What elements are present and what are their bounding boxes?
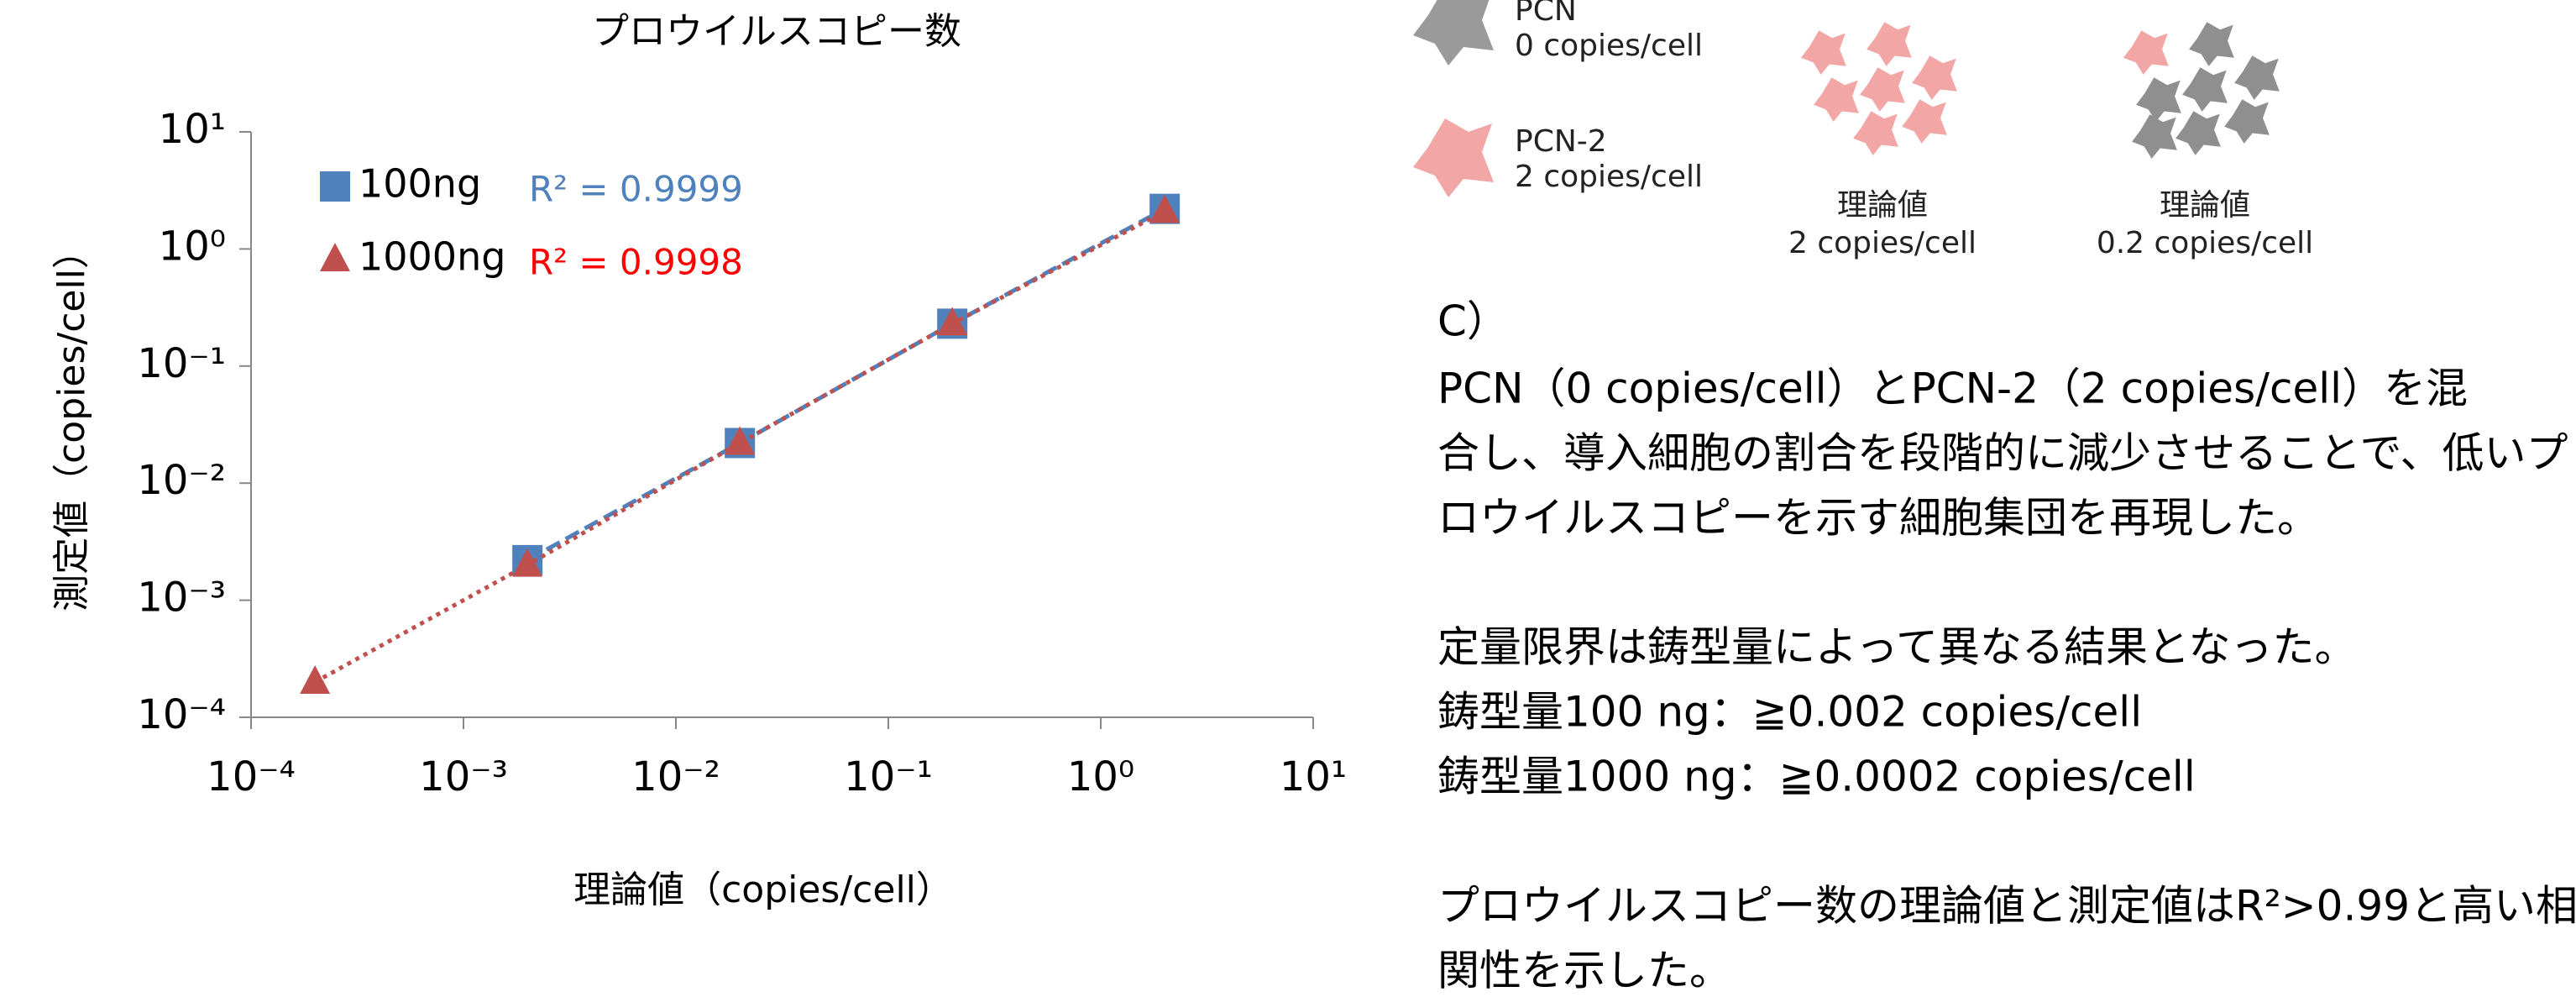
note-line: PCN（0 copies/cell）とPCN-2（2 copies/cell）を…: [1437, 365, 2468, 413]
y-tick-label: 10⁻⁴: [137, 691, 226, 738]
legend-marker: [320, 243, 350, 271]
cell-icon: [2123, 30, 2169, 75]
note-line: プロウイルスコピー数の理論値と測定値はR²>0.99と高い相: [1437, 882, 2576, 931]
cell-cluster: [2123, 22, 2280, 159]
cell-icon: [2234, 55, 2280, 100]
legend-label: 1000ng: [359, 234, 505, 280]
legend-panel: PCN 0 copies/cell PCN-2 2 copies/cell 理論…: [1413, 0, 2313, 260]
cell-icon: [1860, 67, 1905, 112]
cell-name: PCN-2: [1515, 124, 1607, 159]
x-tick-label: 10⁰: [1067, 753, 1134, 800]
note-line: 鋳型量1000 ng：≧0.0002 copies/cell: [1437, 753, 2196, 801]
x-tick-label: 10⁻¹: [844, 753, 933, 800]
cell-icon: [2224, 99, 2270, 144]
cell-desc: 0 copies/cell: [1515, 29, 1703, 63]
note-line: 定量限界は鋳型量によって異なる結果となった。: [1437, 623, 2357, 672]
cell-icon: [1853, 111, 1898, 155]
cell-icon: [2132, 114, 2177, 159]
page: プロウイルスコピー数 測定値（copies/cell） 理論値（copies/c…: [0, 0, 2576, 997]
chart-title: プロウイルスコピー数: [592, 10, 961, 53]
mix-desc: 2 copies/cell: [1788, 226, 1977, 260]
cell-icon: [1801, 30, 1846, 75]
pcn-cell-icon: [1413, 0, 1494, 66]
r2-annotation: R² = 0.9999: [529, 169, 743, 210]
cell-icon: [1902, 99, 1947, 144]
cell-cluster: [1801, 22, 1957, 155]
x-tick-label: 10⁻³: [419, 753, 508, 800]
cell-name: PCN: [1515, 0, 1577, 28]
note-line: 関性を示した。: [1437, 947, 1731, 995]
notes-heading: C）: [1437, 297, 1509, 346]
y-tick-label: 10¹: [159, 106, 226, 153]
data-point: [300, 665, 330, 694]
mix-label: 理論値: [2160, 188, 2250, 223]
cell-desc: 2 copies/cell: [1515, 160, 1703, 194]
y-axis-label: 測定値（copies/cell）: [50, 232, 93, 611]
cell-icon: [2136, 77, 2181, 122]
x-tick-label: 10¹: [1280, 753, 1347, 800]
cell-icon: [1814, 77, 1859, 122]
legend-label: 100ng: [359, 161, 481, 207]
r2-annotation: R² = 0.9998: [529, 242, 743, 283]
note-line: 鋳型量100 ng：≧0.002 copies/cell: [1437, 688, 2142, 737]
legend-marker: [320, 171, 350, 202]
y-tick-label: 10⁻²: [137, 457, 226, 504]
cell-icon: [1867, 22, 1912, 66]
mix-desc: 0.2 copies/cell: [2097, 226, 2313, 260]
cell-icon: [2189, 22, 2234, 66]
y-tick-label: 10⁰: [159, 223, 226, 270]
cell-icon: [1912, 55, 1957, 100]
x-axis-label: 理論値（copies/cell）: [573, 868, 953, 911]
mix-label: 理論値: [1837, 188, 1928, 223]
y-tick-label: 10⁻¹: [137, 340, 226, 387]
y-tick-label: 10⁻³: [137, 575, 226, 622]
cell-icon: [2182, 67, 2228, 112]
pcn2-cell-icon: [1413, 118, 1494, 197]
x-tick-label: 10⁻⁴: [207, 753, 296, 800]
note-line: ロウイルスコピーを示す細胞集団を再現した。: [1437, 494, 2319, 543]
cell-icon: [2175, 111, 2221, 155]
note-line: 合し、導入細胞の割合を段階的に減少させることで、低いプ: [1437, 429, 2568, 478]
x-tick-label: 10⁻²: [631, 753, 720, 800]
